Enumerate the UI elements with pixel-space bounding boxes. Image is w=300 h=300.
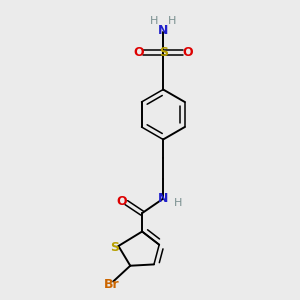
Text: H: H (173, 198, 182, 208)
Text: Br: Br (104, 278, 120, 291)
Text: N: N (158, 192, 168, 205)
Text: O: O (134, 46, 144, 59)
Text: H: H (168, 16, 176, 26)
Text: N: N (158, 24, 168, 37)
Text: S: S (159, 46, 168, 59)
Text: O: O (116, 195, 127, 208)
Text: H: H (150, 16, 158, 26)
Text: S: S (110, 241, 119, 254)
Text: O: O (182, 46, 193, 59)
